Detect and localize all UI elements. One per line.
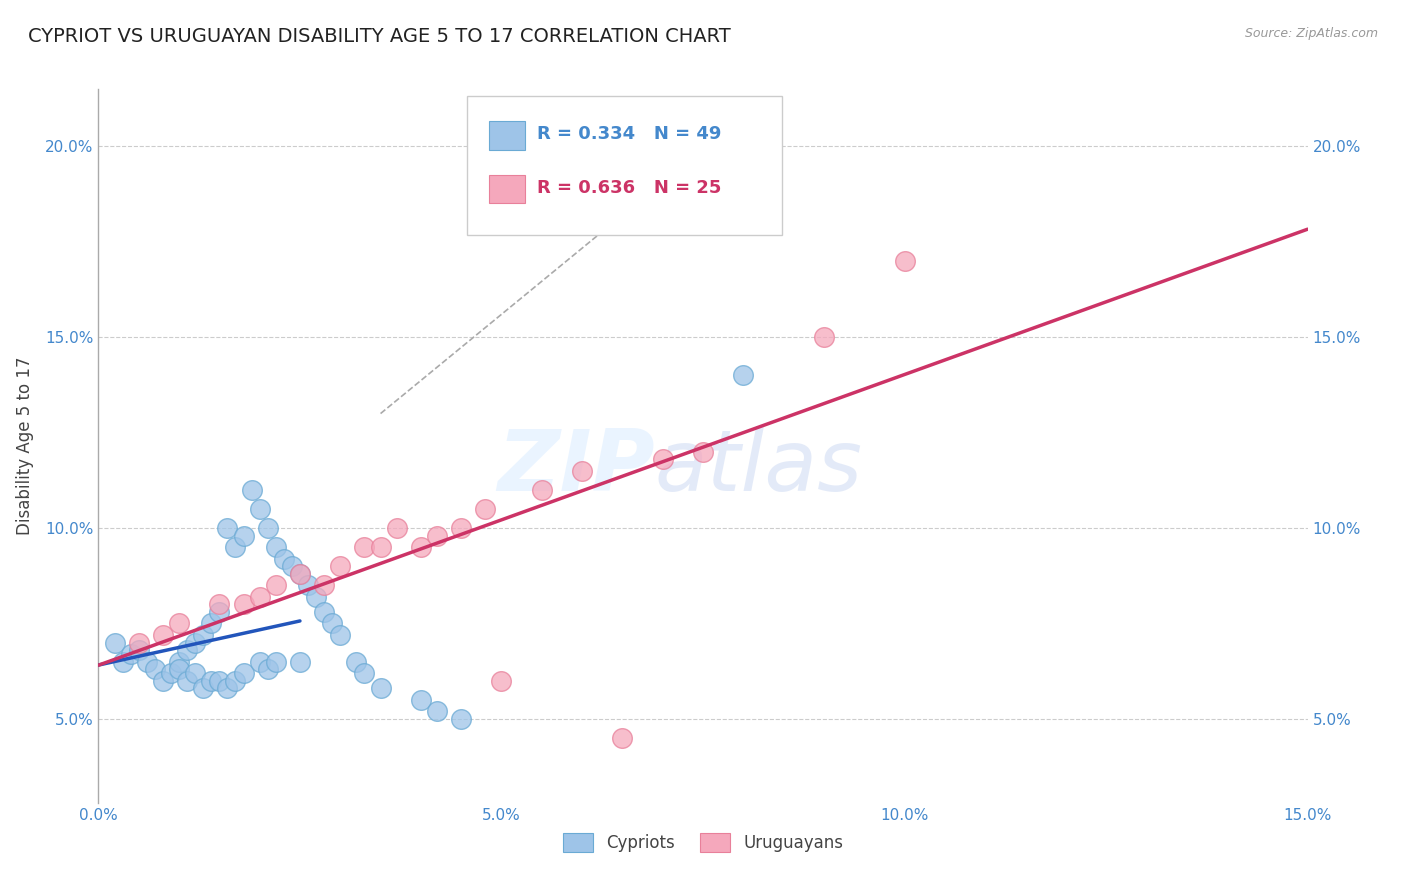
Point	[893, 254, 915, 268]
FancyBboxPatch shape	[467, 96, 782, 235]
Point	[321, 616, 343, 631]
Point	[256, 521, 278, 535]
Point	[314, 578, 336, 592]
Point	[329, 628, 352, 642]
Point	[264, 578, 287, 592]
Text: ZIP: ZIP	[496, 425, 655, 509]
Point	[450, 521, 472, 535]
Point	[264, 655, 287, 669]
Point	[491, 673, 513, 688]
Point	[305, 590, 328, 604]
Point	[249, 590, 271, 604]
Point	[571, 464, 593, 478]
Point	[426, 704, 449, 718]
Point	[385, 521, 408, 535]
Point	[224, 540, 246, 554]
Text: atlas: atlas	[655, 425, 863, 509]
Text: R = 0.334   N = 49: R = 0.334 N = 49	[537, 125, 721, 143]
Point	[184, 635, 207, 649]
Point	[329, 559, 352, 574]
Point	[152, 673, 174, 688]
Text: CYPRIOT VS URUGUAYAN DISABILITY AGE 5 TO 17 CORRELATION CHART: CYPRIOT VS URUGUAYAN DISABILITY AGE 5 TO…	[28, 27, 731, 45]
Point	[176, 673, 198, 688]
Point	[193, 628, 215, 642]
Point	[184, 666, 207, 681]
Point	[152, 628, 174, 642]
Point	[474, 502, 496, 516]
Text: Source: ZipAtlas.com: Source: ZipAtlas.com	[1244, 27, 1378, 40]
Point	[281, 559, 304, 574]
Point	[217, 681, 239, 696]
Bar	[489, 175, 526, 203]
Point	[128, 635, 150, 649]
Point	[612, 731, 634, 745]
Point	[232, 598, 254, 612]
Point	[288, 566, 311, 581]
Point	[193, 681, 215, 696]
Point	[692, 444, 714, 458]
Point	[208, 598, 231, 612]
Point	[273, 551, 295, 566]
Point	[200, 616, 222, 631]
Point	[530, 483, 553, 497]
Point	[249, 502, 271, 516]
Point	[167, 655, 190, 669]
Point	[426, 529, 449, 543]
Point	[208, 605, 231, 619]
Point	[135, 655, 157, 669]
Point	[232, 529, 254, 543]
Point	[344, 655, 367, 669]
Point	[288, 566, 311, 581]
Point	[143, 662, 166, 676]
Point	[120, 647, 142, 661]
Point	[409, 540, 432, 554]
Point	[240, 483, 263, 497]
Point	[232, 666, 254, 681]
Point	[353, 666, 375, 681]
Point	[813, 330, 835, 344]
Point	[733, 368, 755, 383]
Point	[297, 578, 319, 592]
Point	[224, 673, 246, 688]
Point	[314, 605, 336, 619]
Point	[217, 521, 239, 535]
Legend: Cypriots, Uruguayans: Cypriots, Uruguayans	[557, 826, 849, 859]
Point	[249, 655, 271, 669]
Point	[200, 673, 222, 688]
Point	[167, 662, 190, 676]
Bar	[489, 121, 526, 150]
Point	[167, 616, 190, 631]
Point	[353, 540, 375, 554]
Point	[651, 452, 673, 467]
Point	[208, 673, 231, 688]
Text: R = 0.636   N = 25: R = 0.636 N = 25	[537, 178, 721, 196]
Point	[288, 655, 311, 669]
Point	[160, 666, 183, 681]
Point	[409, 692, 432, 706]
Point	[370, 681, 392, 696]
Point	[128, 643, 150, 657]
Point	[450, 712, 472, 726]
Point	[256, 662, 278, 676]
Point	[111, 655, 134, 669]
Point	[370, 540, 392, 554]
Point	[176, 643, 198, 657]
Y-axis label: Disability Age 5 to 17: Disability Age 5 to 17	[15, 357, 34, 535]
Point	[264, 540, 287, 554]
Point	[103, 635, 125, 649]
